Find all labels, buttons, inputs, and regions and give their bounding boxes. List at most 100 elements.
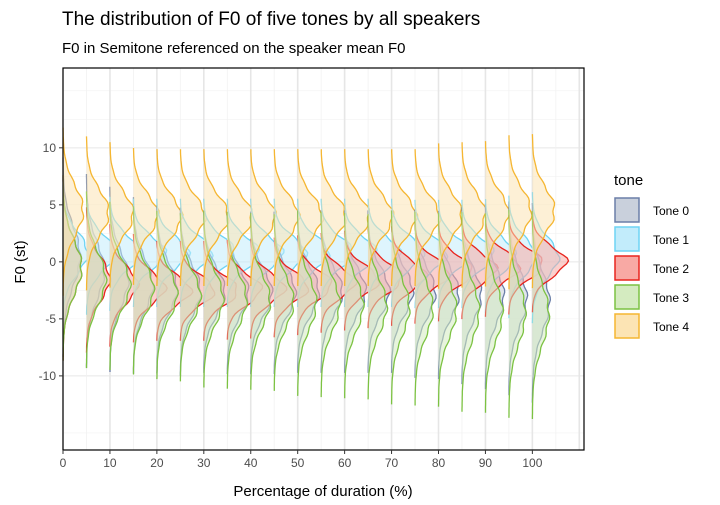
density-fill-tone-2-90 [485,216,521,317]
panel-border [62,67,585,451]
x-tick-label: 10 [103,456,117,470]
y-tick-label: 5 [49,198,56,212]
plot-panel [62,67,585,451]
density-fill-tone-3-90 [485,211,504,413]
density-line-tone-4-95 [508,135,533,290]
density-fill-tone-4-50 [297,146,324,286]
legend-key-tone-2 [614,255,640,281]
x-tick-label: 0 [60,456,67,470]
density-fill-tone-2-70 [391,225,428,326]
x-axis-title: Percentage of duration (%) [233,483,412,500]
density-fill-tone-4-85 [462,140,487,288]
density-fill-tone-1-60 [344,198,377,307]
density-fill-tone-1-65 [368,198,402,307]
density-fill-tone-4-90 [485,139,511,287]
density-fill-tone-3-0 [63,174,82,361]
density-fill-tone-4-30 [203,146,229,286]
density-fill-tone-3-65 [368,213,388,400]
density-fill-tone-4-40 [250,146,277,286]
legend-key-tone-1 [614,226,640,252]
density-line-tone-4-5 [85,136,110,291]
density-line-tone-4-35 [226,149,253,286]
x-tick-label: 60 [338,456,352,470]
density-fill-tone-3-25 [180,210,202,382]
density-line-tone-4-10 [109,142,135,288]
x-tick-label: 70 [385,456,399,470]
density-fill-tone-3-100 [532,209,550,419]
legend-title: tone [614,172,643,189]
density-fill-tone-4-95 [508,134,532,290]
density-fill-tone-4-35 [227,146,252,286]
legend-label-tone-1: Tone 1 [653,233,689,247]
y-tick-label: -10 [39,369,57,383]
density-fill-tone-1-45 [274,198,308,307]
density-fill-tone-2-60 [344,229,380,331]
density-fill-tone-3-20 [156,208,179,380]
density-fill-tone-3-50 [297,209,317,396]
density-fill-tone-4-10 [109,140,134,288]
density-fill-tone-4-70 [391,146,418,286]
density-fill-tone-3-80 [438,212,457,407]
density-fill-tone-1-50 [297,198,331,307]
density-fill-tone-4-15 [133,145,160,285]
density-fill-tone-4-100 [532,133,555,289]
density-fill-tone-4-65 [368,146,394,286]
density-line-tone-4-80 [437,143,463,289]
density-line-tone-4-85 [461,142,487,288]
density-fill-tone-2-85 [462,218,499,320]
y-tick-label: 0 [49,255,56,269]
density-fill-tone-4-60 [344,146,370,286]
density-fill-tone-3-30 [203,209,225,388]
density-fill-tone-3-15 [133,203,155,375]
y-axis-title: F0 (st) [12,240,29,283]
density-fill-tone-3-35 [227,210,248,389]
density-fill-tone-3-55 [321,211,341,398]
legend-label-tone-3: Tone 3 [653,291,689,305]
density-fill-tone-1-25 [180,198,214,307]
y-tick-label: -5 [45,312,56,326]
density-fill-tone-3-5 [86,189,107,369]
legend-label-tone-2: Tone 2 [653,262,689,276]
legend-key-tone-4 [614,313,640,339]
x-tick-label: 20 [150,456,164,470]
density-line-tone-4-60 [344,149,370,286]
x-axis: 0 10 20 30 40 50 60 70 80 90 100 [60,450,543,470]
density-line-tone-4-100 [531,134,556,289]
density-fill-tone-3-70 [391,210,411,405]
density-fill-tone-3-10 [109,199,132,370]
density-fill-tone-2-100 [532,211,569,313]
x-tick-label: 80 [432,456,446,470]
density-fill-tone-4-25 [180,146,207,286]
density-fill-tone-1-15 [133,198,167,307]
legend: tone Tone 0 Tone 1 Tone 2 Tone 3 Tone 4 [614,172,689,339]
density-fill-tone-1-40 [250,198,284,307]
legend-label-tone-4: Tone 4 [653,320,689,334]
density-ridges [62,125,570,419]
density-fill-tone-2-55 [321,232,358,333]
density-fill-tone-3-85 [462,210,480,412]
density-fill-tone-4-75 [415,146,441,286]
density-fill-tone-4-55 [321,146,347,286]
density-fill-tone-4-5 [86,135,109,291]
x-tick-label: 90 [479,456,493,470]
legend-label-tone-0: Tone 0 [653,204,689,218]
legend-key-tone-0 [614,197,640,223]
chart-subtitle: F0 in Semitone referenced on the speaker… [62,40,406,57]
y-axis: 10 5 0 -5 -10 [39,141,63,383]
x-tick-label: 100 [522,456,542,470]
density-fill-tone-3-40 [250,211,271,390]
density-fill-tone-1-20 [156,198,191,307]
density-fill-tone-1-10 [109,194,140,311]
y-tick-label: 10 [43,141,57,155]
x-tick-label: 40 [244,456,258,470]
density-fill-tone-4-20 [156,146,184,286]
density-line-tone-4-0 [62,127,85,296]
density-fill-tone-4-0 [63,125,84,296]
density-fill-tone-3-60 [344,212,365,399]
density-fill-tone-2-75 [415,222,450,324]
x-tick-label: 50 [291,456,305,470]
density-fill-tone-3-45 [274,212,294,391]
chart-title: The distribution of F0 of five tones by … [62,9,480,30]
density-fill-tone-1-75 [415,199,448,309]
